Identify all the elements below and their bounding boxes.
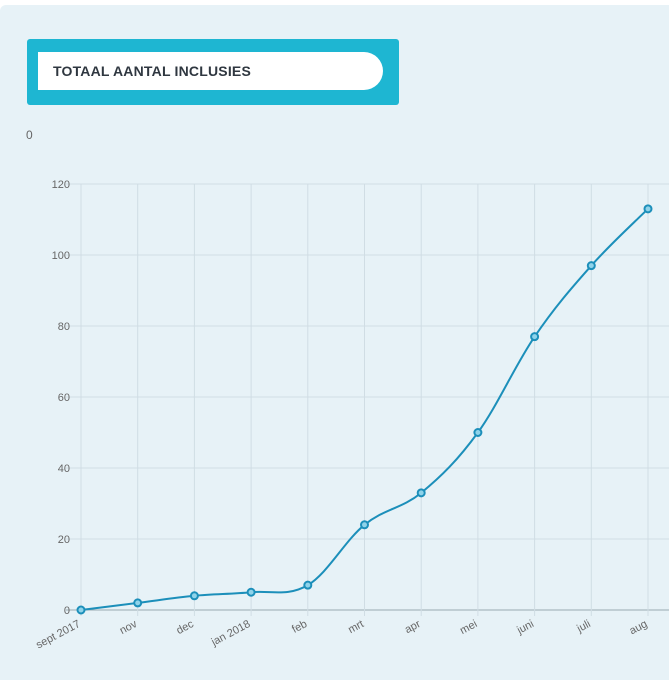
title-pill: TOTAAL AANTAL INCLUSIES (38, 52, 383, 90)
y-tick-label: 80 (58, 321, 70, 333)
x-tick-label: mei (458, 618, 479, 637)
chart-title: TOTAAL AANTAL INCLUSIES (53, 63, 252, 79)
data-point (76, 605, 86, 615)
x-tick-label: nov (118, 618, 140, 637)
data-point (586, 261, 596, 271)
x-tick-label: juli (574, 618, 592, 635)
y-tick-label: 20 (58, 534, 70, 546)
chart-panel: TOTAAL AANTAL INCLUSIES (0, 5, 669, 680)
data-point (246, 587, 256, 597)
data-point (416, 488, 426, 498)
data-point (473, 428, 483, 437)
x-tick-label: jan 2018 (209, 618, 253, 649)
total-value: 0 (26, 128, 33, 142)
data-point (530, 332, 540, 342)
data-point (133, 598, 143, 608)
x-tick-label: sept 2017 (34, 618, 82, 651)
data-point (643, 204, 653, 214)
y-tick-label: 120 (52, 179, 70, 191)
y-tick-label: 60 (58, 392, 70, 404)
data-point (303, 580, 313, 590)
x-tick-label: juni (514, 618, 536, 637)
data-point (189, 591, 199, 601)
data-point (360, 520, 369, 530)
x-tick-label: mrt (346, 618, 366, 636)
y-tick-label: 100 (52, 250, 70, 262)
title-box: TOTAAL AANTAL INCLUSIES (27, 39, 399, 105)
y-tick-label: 0 (64, 605, 70, 617)
x-tick-label: feb (290, 618, 309, 636)
x-tick-label: dec (175, 618, 197, 637)
x-tick-label: aug (628, 618, 650, 637)
y-tick-label: 40 (58, 463, 70, 475)
x-tick-label: apr (403, 618, 423, 636)
